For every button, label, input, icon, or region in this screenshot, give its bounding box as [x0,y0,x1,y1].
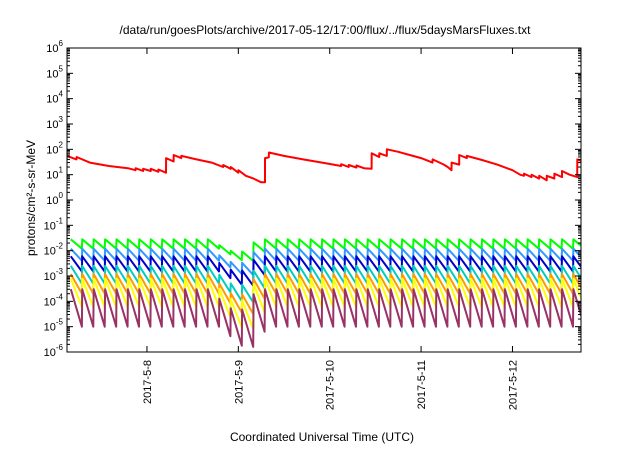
y-tick-label: 105 [46,64,63,80]
y-tick-label: 100 [46,191,63,207]
series-group [67,148,581,348]
y-tick-label: 103 [46,115,63,131]
y-tick-label: 101 [46,166,63,182]
chart-title: /data/run/goesPlots/archive/2017-05-12/1… [120,23,532,37]
sawtooth-series-line [70,238,581,262]
y-tick-label: 10-4 [44,292,64,308]
series-line [67,148,581,184]
y-tick-label: 10-1 [44,216,64,232]
sawtooth-series-line [69,255,581,287]
y-axis-label: protons/cm²-s-sr-MeV [24,140,38,256]
sawtooth-series-line [69,288,581,348]
sawtooth-series-line [69,273,581,315]
axes: 10-6 10-5 10-4 10-3 10-2 10-1 100 101 102 103 104 1… [44,39,582,410]
x-tick-label: 2017-5-8 [142,360,154,404]
sawtooth-series-line [69,277,581,330]
x-tick-label: 2017-5-11 [416,360,428,409]
y-tick-label: 104 [46,90,63,106]
y-tick-label: 10-2 [44,242,64,258]
plot-area [67,148,581,348]
x-tick-label: 2017-5-12 [507,360,519,410]
y-tick-label: 10-6 [44,343,64,359]
y-tick-label: 10-3 [44,267,64,283]
x-tick-label: 2017-5-10 [325,360,337,410]
y-tick-label: 102 [46,140,63,156]
sawtooth-series-line [70,247,581,276]
x-tick-label: 2017-5-9 [233,360,245,404]
x-axis-label: Coordinated Universal Time (UTC) [230,430,414,444]
y-tick-label: 10-5 [44,318,64,334]
sawtooth-series-line [69,264,581,304]
y-tick-label: 106 [46,39,63,55]
